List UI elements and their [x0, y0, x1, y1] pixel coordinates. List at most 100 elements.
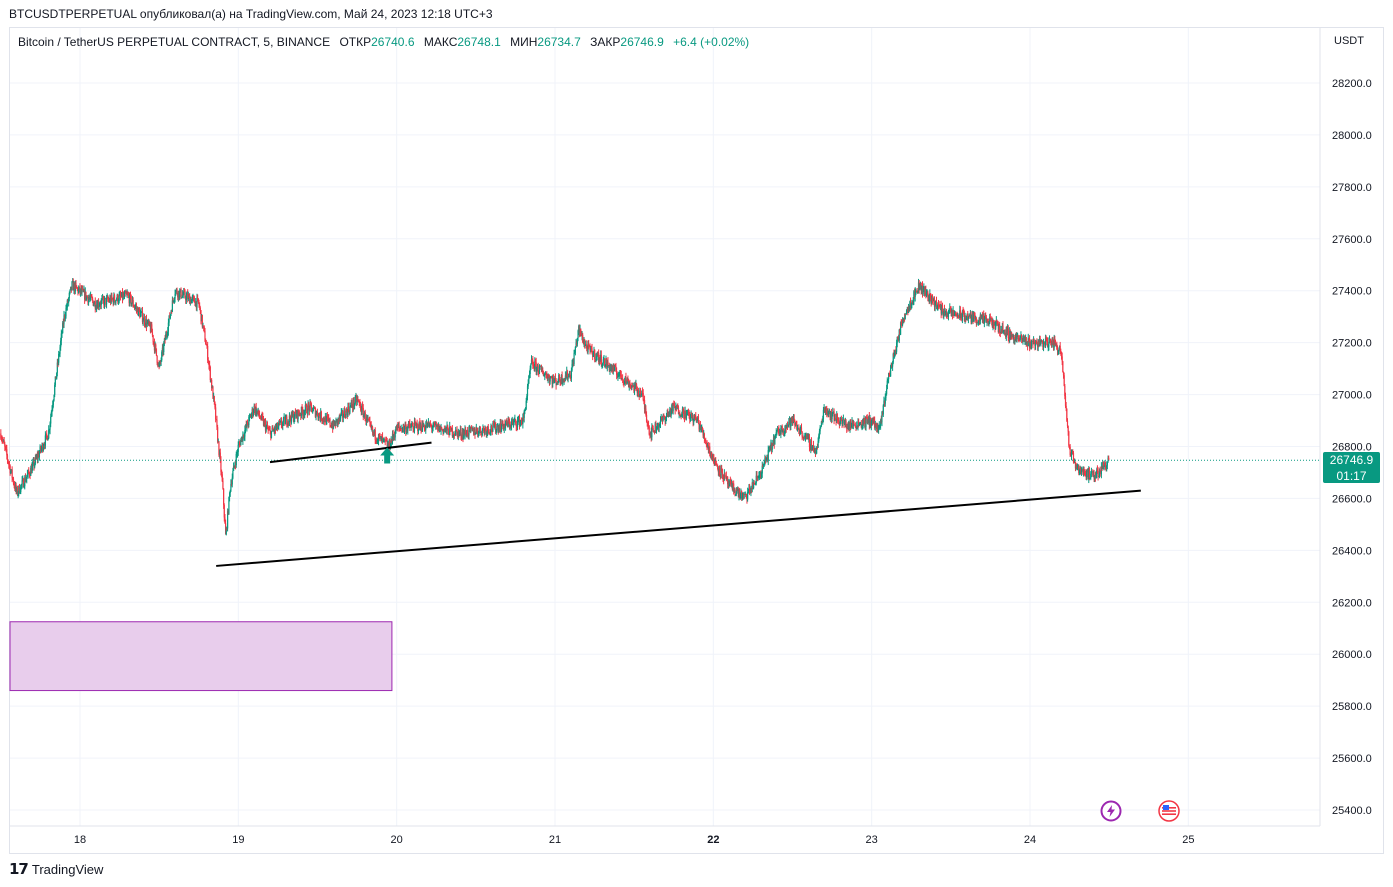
- candle-body: [486, 431, 488, 435]
- candle-body: [606, 359, 608, 368]
- candle-body: [507, 420, 509, 427]
- candle-body: [695, 415, 697, 420]
- candle-body: [36, 455, 39, 459]
- candle-body: [1001, 329, 1003, 331]
- candle-body: [1009, 330, 1011, 338]
- candle-body: [262, 418, 265, 426]
- candle-body: [279, 421, 281, 423]
- candle-body: [429, 424, 432, 425]
- candle-body: [539, 366, 541, 367]
- candle-body: [409, 423, 411, 427]
- candle-body: [154, 344, 156, 351]
- candle-body: [147, 320, 149, 323]
- candle-body: [668, 412, 670, 415]
- us-flag-icon[interactable]: [1158, 800, 1180, 822]
- candle-body: [530, 364, 532, 369]
- candle-body: [957, 315, 959, 317]
- candle-body: [475, 428, 477, 434]
- candle-body: [7, 459, 9, 463]
- candle-body: [133, 305, 135, 307]
- candle-body: [288, 415, 291, 422]
- candle-body: [157, 363, 160, 366]
- candle-body: [500, 425, 503, 431]
- candle-body: [602, 359, 604, 364]
- candle-body: [445, 427, 447, 431]
- candle-body: [1056, 343, 1058, 350]
- candle-body: [753, 483, 755, 485]
- candle-body: [234, 464, 236, 467]
- candle-body: [903, 317, 906, 319]
- candle-body: [577, 330, 579, 339]
- candle-body: [608, 365, 610, 371]
- candle-body: [13, 483, 15, 486]
- lightning-icon[interactable]: [1100, 800, 1122, 822]
- candle-body: [929, 293, 931, 302]
- close-value: 26746.9: [620, 35, 664, 49]
- candle-body: [955, 313, 957, 314]
- candle-body: [329, 419, 331, 426]
- candle-body: [66, 307, 68, 309]
- candle-body: [923, 287, 925, 290]
- candle-body: [53, 394, 55, 401]
- candle-body: [110, 295, 112, 303]
- candle-body: [907, 309, 909, 313]
- candle-body: [495, 429, 497, 432]
- candle-body: [314, 408, 316, 409]
- candle-body: [417, 424, 419, 432]
- candle-body: [897, 336, 899, 338]
- candle-body: [48, 429, 50, 439]
- change-value: +6.4 (+0.02%): [673, 35, 750, 49]
- candle-body: [683, 409, 685, 418]
- candle-body: [203, 325, 205, 328]
- candle-body: [382, 438, 384, 440]
- candle-body: [111, 298, 114, 300]
- tradingview-logo[interactable]: 𝟭𝟳 TradingView: [9, 860, 103, 878]
- candle-body: [752, 482, 754, 489]
- candle-body: [117, 294, 119, 303]
- candle-body: [854, 424, 856, 426]
- candle-body: [713, 454, 715, 464]
- candle-body: [592, 352, 594, 357]
- candle-body: [120, 296, 122, 298]
- candle-body: [953, 310, 955, 316]
- candle-body: [860, 424, 862, 428]
- candle-body: [1056, 349, 1059, 352]
- candle-body: [1090, 473, 1092, 479]
- candle-body: [735, 490, 737, 495]
- candle-body: [709, 453, 711, 457]
- candle-body: [18, 485, 21, 494]
- candle-body: [145, 319, 147, 326]
- candle-body: [572, 361, 574, 365]
- candle-body: [770, 442, 773, 450]
- candle-body: [281, 425, 283, 427]
- candle-body: [264, 421, 266, 423]
- candle-body: [100, 300, 102, 306]
- candle-body: [832, 412, 834, 414]
- candle-body: [26, 476, 28, 480]
- candle-body: [615, 366, 617, 372]
- candle-body: [303, 413, 305, 415]
- candle-body: [351, 402, 353, 407]
- candle-body: [504, 424, 506, 428]
- candle-body: [442, 429, 444, 433]
- candle-body: [871, 419, 873, 422]
- candle-body: [558, 374, 561, 381]
- candle-body: [278, 422, 280, 427]
- candle-body: [610, 365, 612, 368]
- candle-body: [548, 376, 550, 378]
- candle-body: [32, 462, 34, 466]
- candle-body: [745, 493, 747, 498]
- candle-body: [1039, 338, 1041, 345]
- candle-body: [1011, 334, 1013, 337]
- candle-body: [58, 353, 60, 355]
- candle-body: [293, 418, 295, 422]
- candle-body: [305, 405, 307, 407]
- candle-body: [777, 428, 779, 430]
- candle-body: [161, 352, 163, 361]
- candle-body: [759, 474, 761, 476]
- candle-body: [743, 493, 745, 496]
- candle-body: [980, 314, 982, 319]
- candle-body: [846, 426, 848, 429]
- candle-body: [148, 321, 150, 324]
